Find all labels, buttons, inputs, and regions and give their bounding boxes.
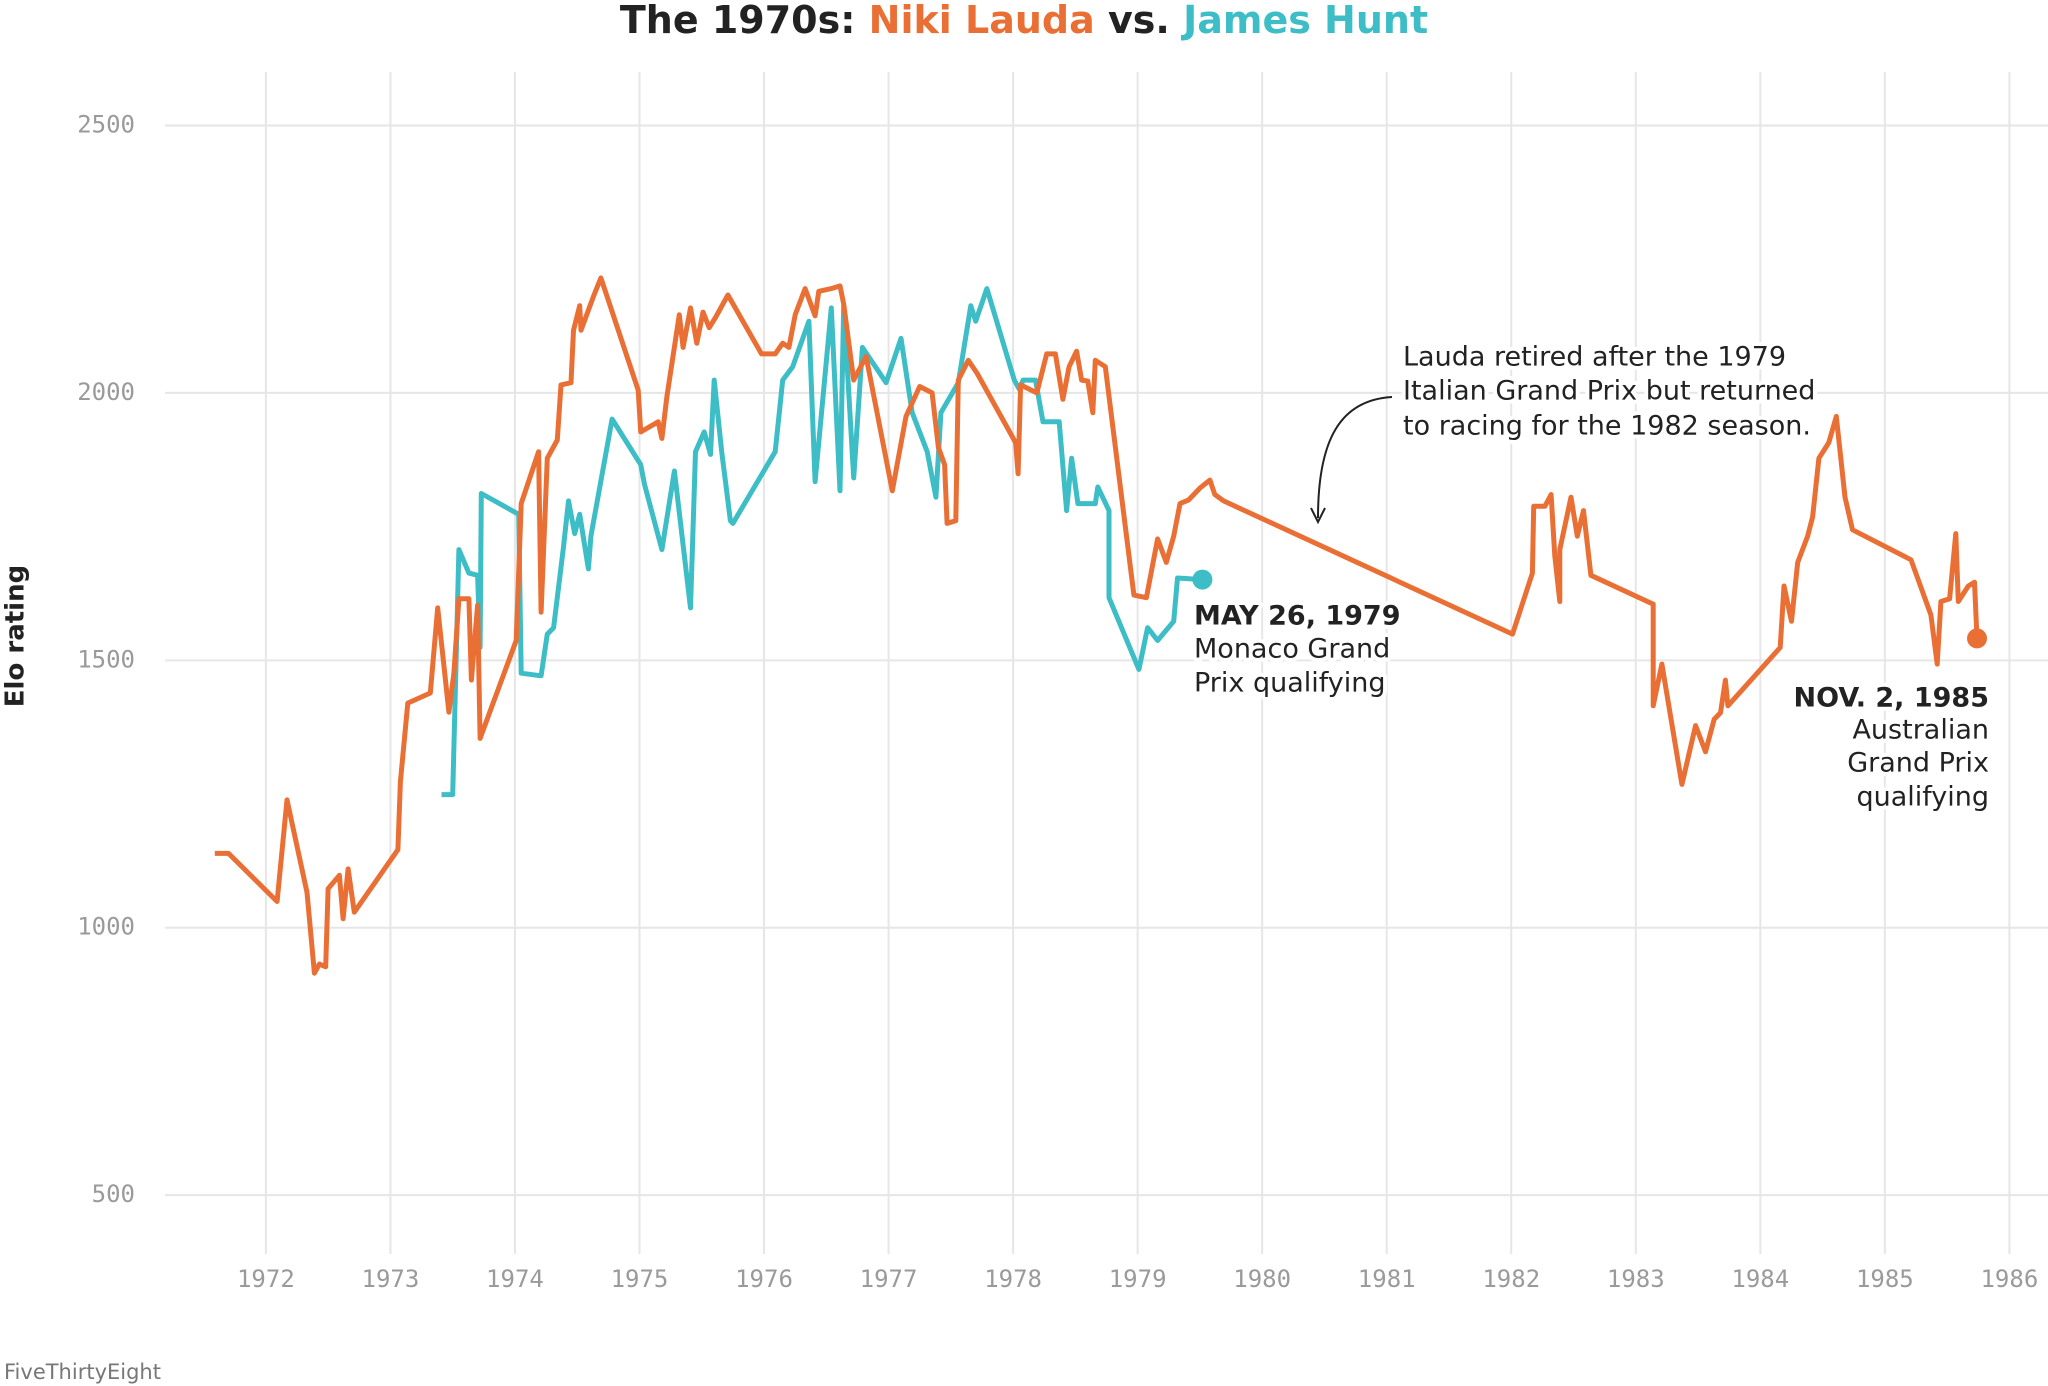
annotation-text: Australian: [1852, 715, 1989, 746]
annotation-title: MAY 26, 1979: [1194, 601, 1401, 632]
annotation: MAY 26, 1979 Monaco Grand Prix qualifyin…: [1190, 597, 1405, 703]
end-dot: [1192, 569, 1213, 590]
x-tick-label: 1974: [486, 1265, 544, 1293]
annotation: NOV. 2, 1985 Australian Grand Prix quali…: [1790, 679, 1994, 817]
x-tick-label: 1976: [735, 1265, 793, 1293]
y-tick-label: 2000: [77, 378, 135, 406]
x-tick-label: 1984: [1731, 1265, 1789, 1293]
legend-entry: Niki Lauda: [869, 0, 1095, 42]
x-tick-label: 1983: [1607, 1265, 1665, 1293]
annotation-arrowhead: [1310, 507, 1326, 525]
annotation-text: Prix qualifying: [1194, 668, 1386, 699]
series-line: [441, 286, 1203, 798]
x-tick-label: 1985: [1856, 1265, 1914, 1293]
annotation-text: Italian Grand Prix but returned: [1403, 376, 1815, 407]
end-dot: [1967, 628, 1988, 649]
annotation-arrow: [1317, 396, 1393, 519]
source: FiveThirtyEight: [4, 1360, 161, 1384]
y-axis-title: Elo rating: [1, 565, 31, 707]
x-tick-label: 1972: [237, 1265, 295, 1293]
y-tick-label: 500: [92, 1180, 135, 1208]
title-text: The 1970s:: [620, 0, 856, 42]
legend-entry: James Hunt: [1180, 0, 1428, 42]
series-line: [214, 275, 1980, 976]
y-tick-label: 2500: [77, 110, 135, 138]
annotation-text: Grand Prix: [1847, 748, 1989, 779]
y-tick-label: 1500: [77, 645, 135, 673]
x-tick-label: 1980: [1233, 1265, 1291, 1293]
title-text: vs.: [1108, 0, 1170, 42]
x-tick-label: 1977: [860, 1265, 918, 1293]
annotation-text: Monaco Grand: [1194, 634, 1390, 665]
annotation-text: qualifying: [1856, 782, 1989, 813]
x-tick-label: 1975: [611, 1265, 669, 1293]
y-tick-label: 1000: [77, 913, 135, 941]
x-tick-label: 1978: [984, 1265, 1042, 1293]
x-tick-label: 1979: [1109, 1265, 1167, 1293]
grid: 500 1000 1500 2000 2500 1972 1973 1974 1975 1976 1…: [77, 72, 2048, 1293]
x-tick-label: 1986: [1980, 1265, 2038, 1293]
x-tick-label: 1973: [362, 1265, 420, 1293]
annotation-text: to racing for the 1982 season.: [1403, 411, 1811, 442]
x-tick-label: 1981: [1358, 1265, 1416, 1293]
series: [214, 275, 1988, 976]
annotation-text: Lauda retired after the 1979: [1403, 342, 1786, 373]
annotation-title: NOV. 2, 1985: [1794, 683, 1990, 714]
annotation: Lauda retired after the 1979 Italian Gra…: [1310, 338, 1819, 525]
chart-title: The 1970s: Niki Lauda vs. James Hunt: [620, 0, 1428, 42]
x-tick-label: 1982: [1482, 1265, 1540, 1293]
